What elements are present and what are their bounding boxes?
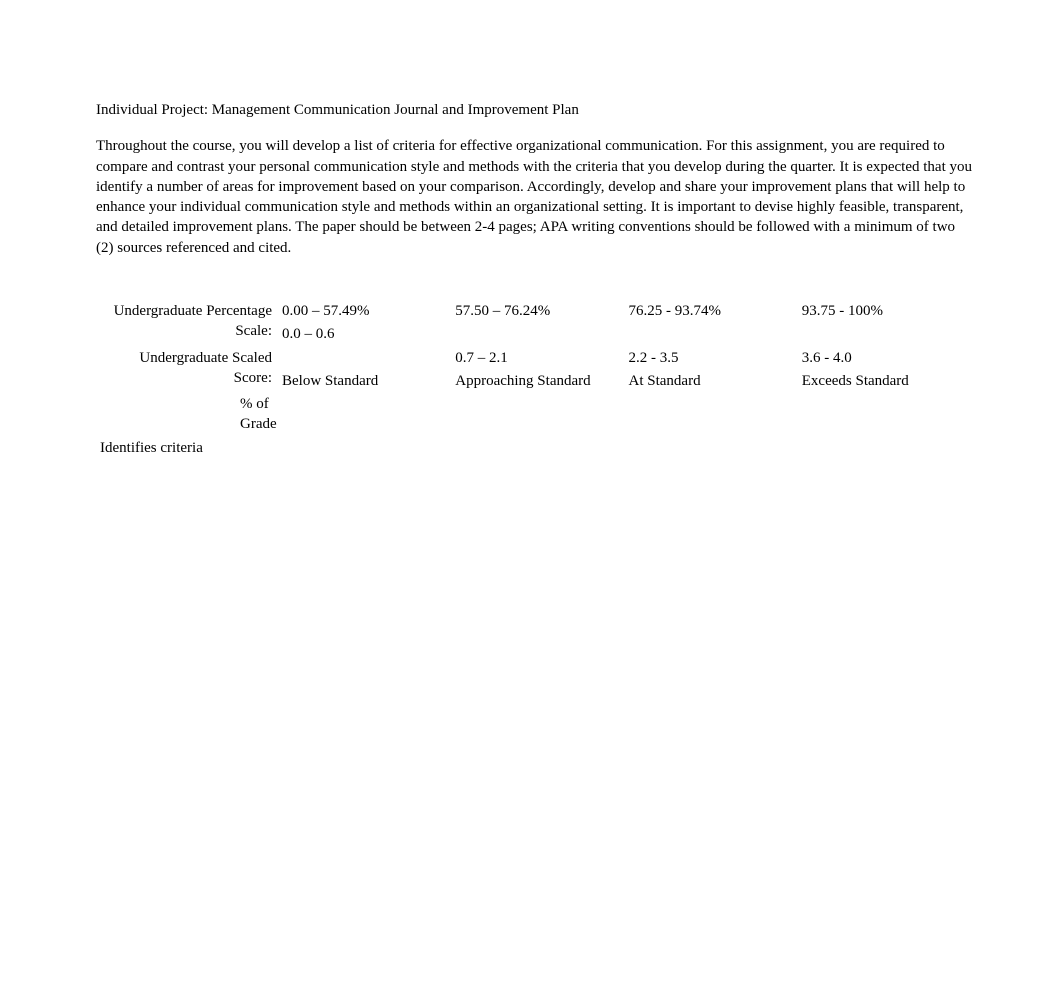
criteria-2-label xyxy=(97,500,237,564)
criteria-row-1: Identifies criteria xyxy=(97,436,972,500)
document-title: Individual Project: Management Communica… xyxy=(96,100,972,120)
criteria-1-level-3 xyxy=(625,436,798,500)
criteria-1-label: Identifies criteria xyxy=(97,436,237,500)
level-name-4: Exceeds Standard xyxy=(798,369,971,392)
scale-range-3: 2.2 - 3.5 xyxy=(625,346,798,369)
level-name-1: Below Standard xyxy=(279,369,452,392)
percentage-scale-label: Undergraduate Percentage Scale: xyxy=(97,300,279,347)
pct-range-4: 93.75 - 100% xyxy=(798,300,971,323)
criteria-row-2 xyxy=(97,500,972,564)
grade-header-row: % of Grade xyxy=(97,393,972,437)
scale-range-1: 0.0 – 0.6 xyxy=(279,323,452,346)
intro-paragraph: Throughout the course, you will develop … xyxy=(96,136,972,258)
criteria-2-level-4 xyxy=(798,500,971,564)
criteria-2-level-2 xyxy=(452,500,625,564)
level-name-3: At Standard xyxy=(625,369,798,392)
criteria-1-pct xyxy=(237,436,279,500)
rubric-table: Undergraduate Percentage Scale: 0.00 – 5… xyxy=(96,276,972,564)
pct-range-2: 57.50 – 76.24% xyxy=(452,300,625,323)
pct-of-grade-header: % of Grade xyxy=(237,393,279,437)
scaled-score-label: Undergraduate Scaled Score: xyxy=(97,346,279,393)
criteria-2-level-3 xyxy=(625,500,798,564)
pct-range-1: 0.00 – 57.49% xyxy=(279,300,452,323)
criteria-1-level-4 xyxy=(798,436,971,500)
pct-range-3: 76.25 - 93.74% xyxy=(625,300,798,323)
scaled-score-row-2: Undergraduate Scaled Score: 0.7 – 2.1 2.… xyxy=(97,346,972,369)
level-name-2: Approaching Standard xyxy=(452,369,625,392)
scale-range-2: 0.7 – 2.1 xyxy=(452,346,625,369)
criteria-2-level-1 xyxy=(279,500,452,564)
criteria-1-level-1 xyxy=(279,436,452,500)
criteria-2-pct xyxy=(237,500,279,564)
criteria-1-level-2 xyxy=(452,436,625,500)
percentage-scale-row: Undergraduate Percentage Scale: 0.00 – 5… xyxy=(97,300,972,323)
scale-range-4: 3.6 - 4.0 xyxy=(798,346,971,369)
rubric-header-blank-row xyxy=(97,276,972,299)
